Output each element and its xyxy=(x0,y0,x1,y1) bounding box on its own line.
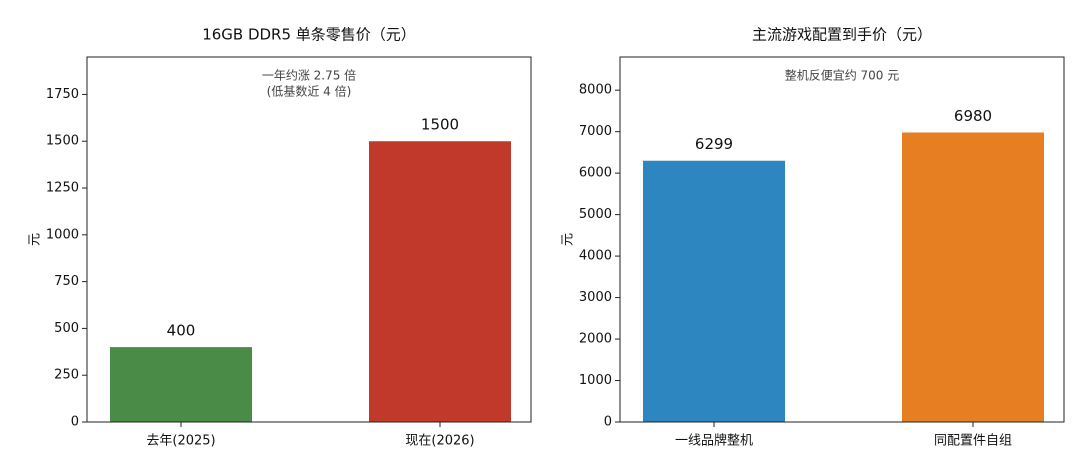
value-label: 400 xyxy=(167,322,196,340)
bar xyxy=(110,347,252,422)
annotation: 整机反便宜约 700 元 xyxy=(785,68,900,83)
y-tick-label: 4000 xyxy=(579,249,612,264)
y-axis-label: 元 xyxy=(561,233,576,246)
y-tick-label: 500 xyxy=(54,321,79,336)
y-tick-label: 250 xyxy=(54,368,79,383)
bar xyxy=(902,132,1044,422)
chart-title: 16GB DDR5 单条零售价（元） xyxy=(202,26,416,44)
value-label: 1500 xyxy=(421,116,459,134)
y-tick-label: 5000 xyxy=(579,207,612,222)
x-tick-label: 一线品牌整机 xyxy=(675,433,753,449)
y-tick-label: 6000 xyxy=(579,166,612,181)
annotation: (低基数近 4 倍) xyxy=(267,84,352,99)
value-label: 6980 xyxy=(954,107,992,125)
annotation: 一年约涨 2.75 倍 xyxy=(262,68,356,83)
y-tick-label: 0 xyxy=(71,415,79,430)
axes-frame xyxy=(86,56,532,423)
bar xyxy=(369,141,511,422)
y-tick-label: 1000 xyxy=(579,373,612,388)
y-tick-label: 1750 xyxy=(46,87,79,102)
y-tick-label: 750 xyxy=(54,274,79,289)
y-axis-label: 元 xyxy=(28,233,43,246)
value-label: 6299 xyxy=(695,135,733,153)
x-tick-label: 现在(2026) xyxy=(405,434,474,449)
y-tick-label: 7000 xyxy=(579,124,612,139)
x-tick-label: 同配置件自组 xyxy=(934,434,1012,449)
chart-title: 主流游戏配置到手价（元） xyxy=(752,26,932,44)
y-tick-label: 8000 xyxy=(579,83,612,98)
y-tick-label: 1500 xyxy=(46,134,79,149)
y-tick-label: 2000 xyxy=(579,332,612,347)
axes-frame xyxy=(619,56,1065,423)
bar xyxy=(643,160,785,422)
y-tick-label: 0 xyxy=(604,415,612,430)
y-tick-label: 1250 xyxy=(46,181,79,196)
y-tick-label: 3000 xyxy=(579,290,612,305)
x-tick-label: 去年(2025) xyxy=(146,434,215,449)
y-tick-label: 1000 xyxy=(46,227,79,242)
